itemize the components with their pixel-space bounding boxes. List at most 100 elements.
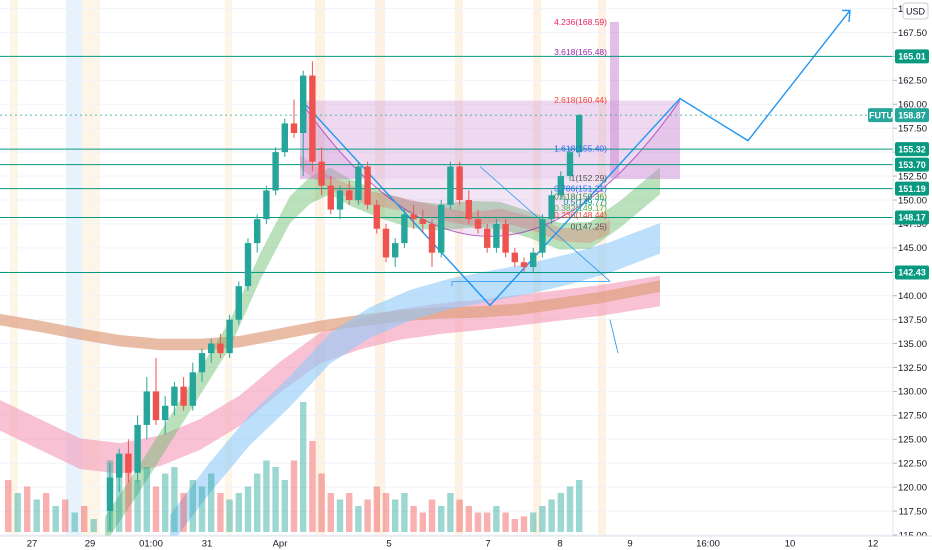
volume-bar bbox=[116, 473, 123, 532]
volume-bar bbox=[355, 506, 362, 532]
volume-bar bbox=[557, 493, 564, 532]
session-band bbox=[315, 0, 325, 536]
time-tick-label: 5 bbox=[386, 539, 391, 550]
volume-bar bbox=[364, 499, 371, 532]
session-band bbox=[66, 0, 82, 536]
volume-bar bbox=[90, 519, 97, 532]
candle-body bbox=[392, 243, 399, 258]
volume-bar bbox=[327, 493, 334, 532]
price-axis[interactable]: 170.00167.50165.00162.50160.00157.50155.… bbox=[892, 0, 932, 541]
symbol-badge-text: FUTU bbox=[869, 110, 893, 120]
candle-body bbox=[566, 152, 574, 177]
time-tick-label: 7 bbox=[485, 539, 490, 550]
volume-bar bbox=[511, 519, 518, 532]
volume-bar bbox=[548, 499, 555, 532]
time-tick-label: 31 bbox=[202, 539, 213, 550]
volume-bar bbox=[484, 512, 491, 532]
candle-body bbox=[465, 200, 472, 220]
candle-body bbox=[447, 166, 454, 205]
level-badge-text: 148.17 bbox=[898, 213, 926, 223]
time-tick-label: 9 bbox=[627, 539, 632, 550]
time-tick-label: 29 bbox=[85, 539, 96, 550]
price-tick-label: 130.00 bbox=[898, 387, 927, 398]
candle-body bbox=[171, 386, 178, 406]
price-tick-label: 125.00 bbox=[898, 435, 927, 446]
session-band bbox=[375, 0, 385, 536]
level-badge-text: 153.70 bbox=[898, 160, 926, 170]
candle-body bbox=[576, 115, 583, 153]
horizontal-levels[interactable]: 165.01 155.32 153.70 151.19 148.17 142.43 FUTU… bbox=[0, 49, 929, 280]
candle-body bbox=[456, 166, 463, 200]
candle-body bbox=[263, 190, 270, 220]
candle-body bbox=[281, 123, 288, 153]
volume-bar bbox=[502, 512, 509, 532]
candle-body bbox=[382, 228, 390, 258]
candle-body bbox=[189, 372, 196, 406]
volume-bar bbox=[235, 493, 242, 532]
price-tick-label: 160.00 bbox=[898, 100, 927, 111]
volume-bar bbox=[281, 480, 288, 532]
candle-body bbox=[226, 319, 233, 354]
ma-ribbon-blue bbox=[170, 222, 660, 546]
volume-bar bbox=[401, 493, 408, 532]
volume-bar bbox=[530, 512, 537, 532]
projection-path bbox=[299, 10, 851, 307]
candle-body bbox=[539, 219, 546, 253]
currency-box[interactable] bbox=[902, 2, 929, 20]
price-tick-label: 132.50 bbox=[898, 363, 927, 374]
volume-bar bbox=[62, 499, 69, 532]
fib-level-label: 0.5(149.77) bbox=[564, 197, 608, 207]
candle-body bbox=[244, 243, 252, 287]
level-badge-text: 155.32 bbox=[898, 144, 926, 154]
price-tick-label: 127.50 bbox=[898, 411, 927, 422]
time-tick-label: 27 bbox=[27, 539, 38, 550]
session-band bbox=[82, 0, 100, 536]
fib-level-label: 4.236(168.59) bbox=[554, 17, 607, 27]
volume-bar bbox=[428, 499, 436, 532]
volume-bar bbox=[410, 506, 417, 532]
candles bbox=[106, 61, 583, 531]
volume-bar bbox=[226, 499, 233, 532]
candle-body bbox=[336, 190, 344, 210]
volume-bar bbox=[43, 493, 50, 532]
volume-bar bbox=[189, 480, 196, 532]
currency-label: USD bbox=[906, 7, 926, 17]
price-tick-label: 117.50 bbox=[899, 506, 927, 517]
trend-line bbox=[609, 319, 619, 354]
candle-body bbox=[438, 204, 445, 253]
fib-level-label: 0.618(150.36) bbox=[554, 192, 607, 202]
time-axis[interactable]: 27 29 01:00 31 Apr 5 7 8 9 16:00 10 12 bbox=[0, 535, 932, 550]
candle-body bbox=[106, 477, 114, 512]
candle-body bbox=[474, 219, 482, 229]
volume-bar bbox=[180, 493, 187, 532]
volume-bar bbox=[290, 460, 298, 532]
candle-body bbox=[410, 214, 417, 220]
volume-bar bbox=[33, 499, 40, 532]
candle-body bbox=[162, 405, 169, 421]
volume-bar bbox=[318, 473, 325, 532]
candle-body bbox=[520, 262, 528, 267]
candle-body bbox=[152, 391, 160, 421]
current-price-badge bbox=[895, 108, 929, 123]
price-tick-label: 135.00 bbox=[898, 339, 927, 350]
volume-bar bbox=[198, 486, 206, 532]
volume-bar bbox=[373, 486, 380, 532]
volume-bar bbox=[336, 499, 344, 532]
time-tick-label: 12 bbox=[868, 539, 879, 550]
price-tick-label: 137.50 bbox=[898, 315, 927, 326]
volume-bar bbox=[14, 493, 21, 532]
volume-bar bbox=[244, 486, 252, 532]
symbol-badge bbox=[868, 108, 894, 123]
volume-bar bbox=[71, 512, 78, 532]
candle-body bbox=[484, 228, 491, 248]
fib-level-label: 1.618(155.40) bbox=[554, 143, 607, 153]
candle-body bbox=[198, 353, 206, 373]
time-tick-label: Apr bbox=[273, 539, 288, 550]
candle-body bbox=[428, 223, 436, 253]
time-tick-label: 10 bbox=[785, 539, 796, 550]
drawings bbox=[299, 9, 851, 354]
level-badge-text: 165.01 bbox=[898, 52, 926, 62]
price-tick-label: 162.50 bbox=[898, 76, 927, 87]
